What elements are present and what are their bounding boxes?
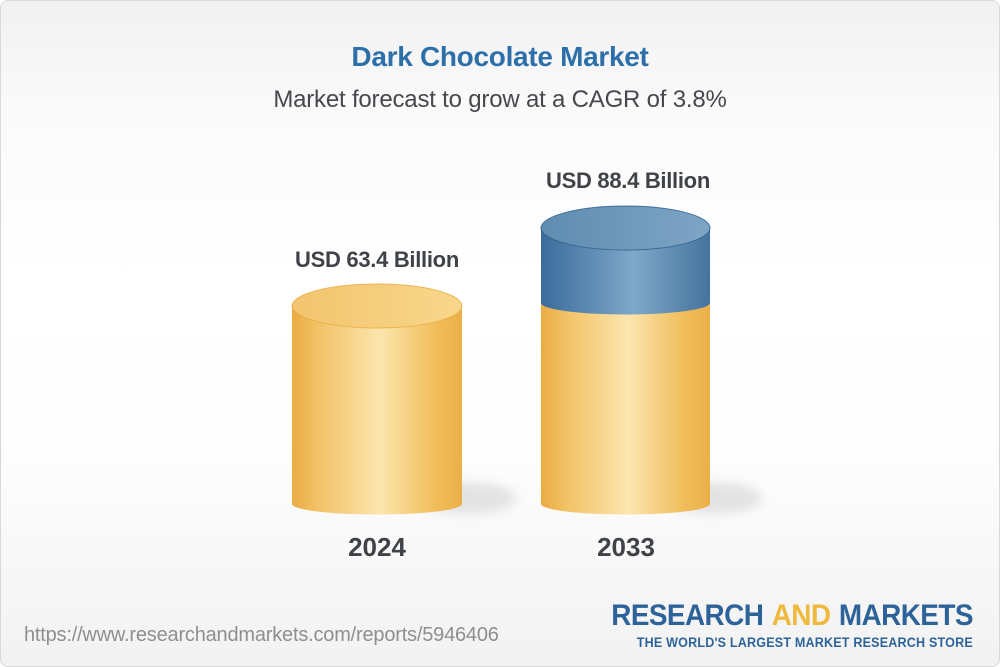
value-label-2024: USD 63.4 Billion	[295, 247, 459, 272]
research-and-markets-logo: RESEARCH AND MARKETS THE WORLD'S LARGEST…	[611, 601, 973, 650]
logo-tagline: THE WORLD'S LARGEST MARKET RESEARCH STOR…	[636, 635, 973, 650]
year-label-2033: 2033	[597, 532, 655, 562]
bar-2033-cylinder	[540, 205, 711, 515]
logo-word-and: AND	[771, 599, 831, 632]
logo-wordmark: RESEARCH AND MARKETS	[611, 601, 973, 631]
chart-subtitle: Market forecast to grow at a CAGR of 3.8…	[273, 86, 727, 113]
value-label-2033: USD 88.4 Billion	[546, 168, 710, 193]
report-url: https://www.researchandmarkets.com/repor…	[24, 624, 499, 646]
bar-2024-cylinder	[291, 283, 463, 515]
logo-word-markets: MARKETS	[838, 599, 974, 632]
year-label-2024: 2024	[348, 532, 406, 562]
logo-word-research: RESEARCH	[611, 599, 764, 632]
chart-title: Dark Chocolate Market	[351, 41, 649, 72]
